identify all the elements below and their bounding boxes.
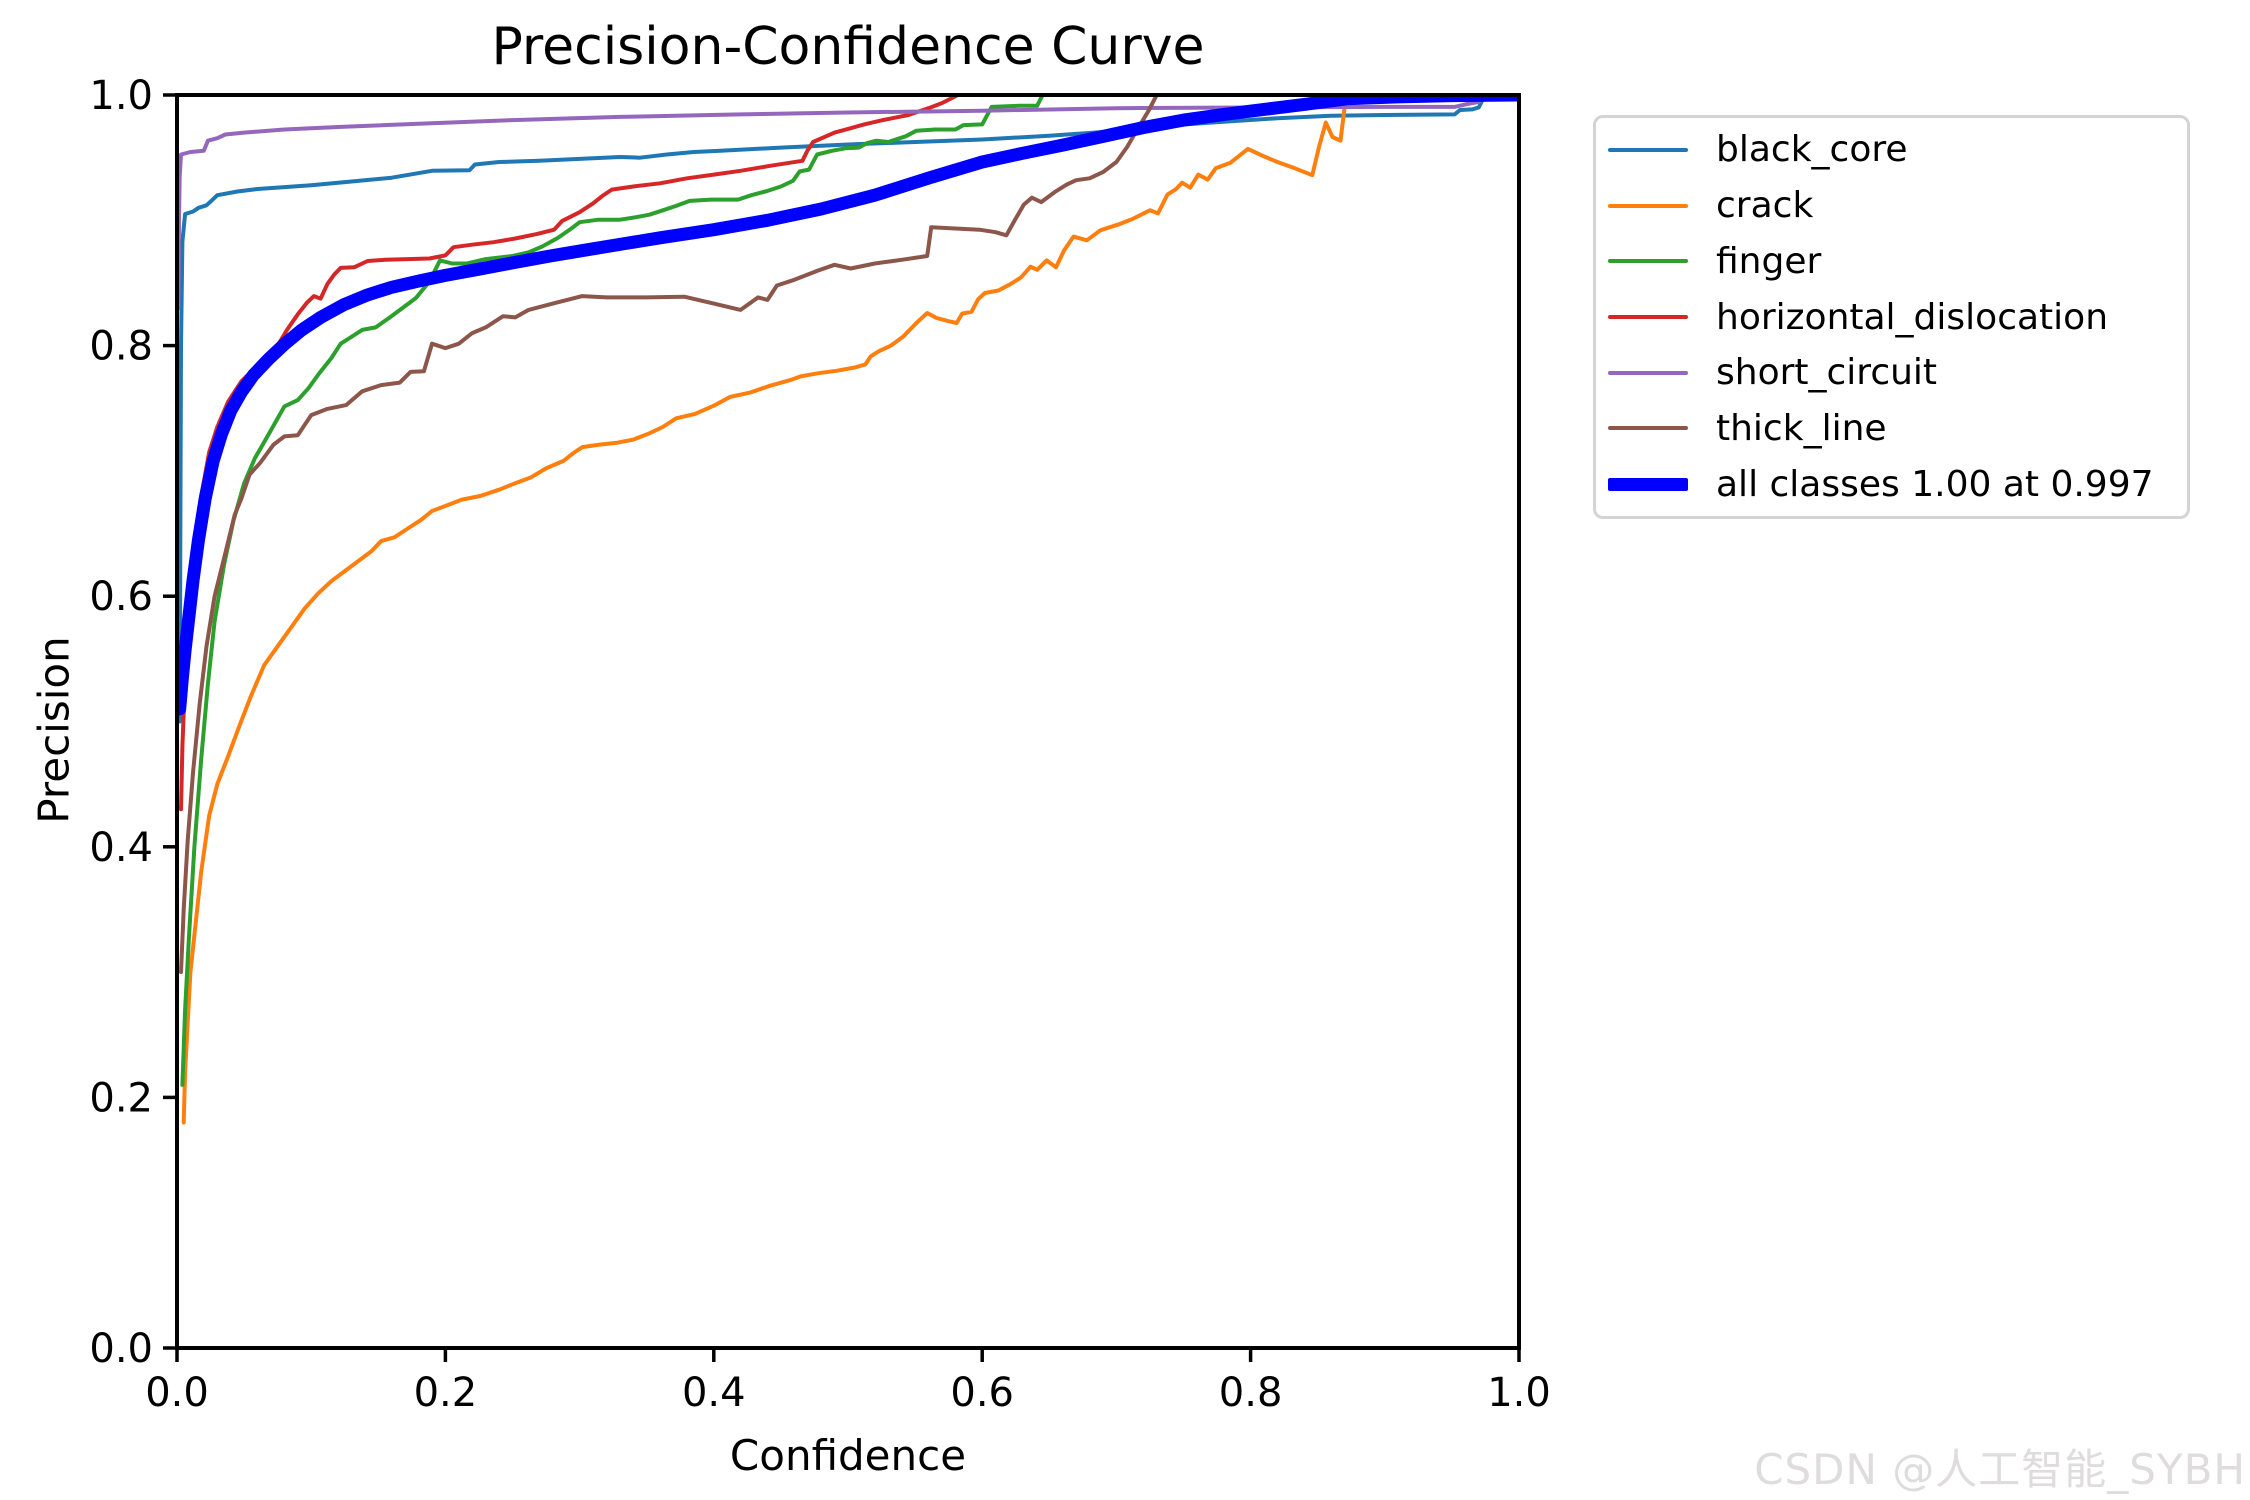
legend-label: horizontal_dislocation [1716,296,2109,338]
axes-frame [175,93,1521,1350]
y-tick-label: 0.4 [89,825,153,871]
legend-item-finger: finger [1596,233,2187,289]
y-tick-label: 0.0 [89,1326,153,1372]
legend-line-sample [1608,315,1688,320]
legend-item-black-core: black_core [1596,122,2187,178]
legend-label: thick_line [1716,407,1887,449]
legend-label: finger [1716,240,1822,282]
legend-line-sample [1608,370,1688,375]
chart-title: Precision-Confidence Curve [491,17,1205,77]
legend-item-crack: crack [1596,178,2187,234]
legend-item-all-classes-1-00-at-0-997: all classes 1.00 at 0.997 [1596,456,2187,512]
legend-label: short_circuit [1716,352,1938,394]
x-tick-label: 0.2 [414,1370,478,1416]
x-tick-label: 1.0 [1487,1370,1551,1416]
y-tick-label: 1.0 [89,73,153,119]
series-line-thick-line [179,95,1519,975]
legend-item-short-circuit: short_circuit [1596,345,2187,401]
x-tick-label: 0.6 [950,1370,1014,1416]
legend-label: crack [1716,185,1814,227]
y-tick-label: 0.8 [89,324,153,370]
y-tick-label: 0.2 [89,1075,153,1121]
legend-line-sample [1608,477,1688,491]
y-axis-label: Precision [29,636,79,824]
watermark: CSDN @人工智能_SYBH [1754,1445,2246,1494]
series-line-black-core [177,95,1519,724]
series-line-short-circuit [177,95,1519,310]
series-line-all-classes-1-00-at-0-997 [177,95,1519,716]
y-tick-label: 0.6 [89,574,153,620]
legend-label: all classes 1.00 at 0.997 [1716,463,2154,505]
x-axis-label: Confidence [729,1431,967,1480]
legend-line-sample [1608,203,1688,208]
x-tick-label: 0.0 [145,1370,209,1416]
legend-item-horizontal-dislocation: horizontal_dislocation [1596,289,2187,345]
legend-label: black_core [1716,129,1908,171]
series-group [177,95,1519,1125]
series-line-finger [180,95,1519,1087]
legend-line-sample [1608,147,1688,152]
series-line-crack [181,95,1519,1125]
x-tick-label: 0.4 [682,1370,746,1416]
legend-line-sample [1608,426,1688,431]
legend-line-sample [1608,259,1688,264]
x-tick-label: 0.8 [1219,1370,1283,1416]
legend-item-thick-line: thick_line [1596,401,2187,457]
